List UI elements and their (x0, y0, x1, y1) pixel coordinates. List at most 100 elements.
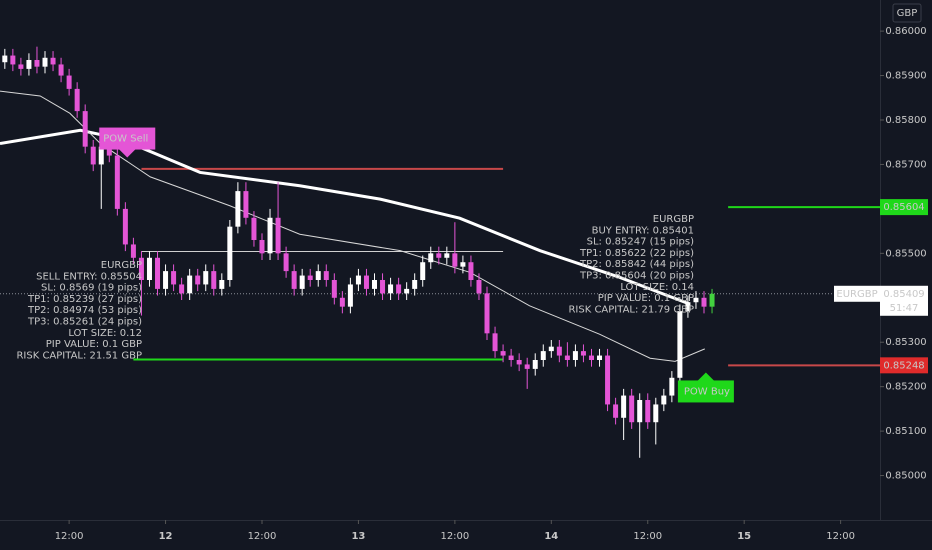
x-tick-label: 14 (544, 531, 558, 542)
candle-body (323, 271, 329, 280)
info-text: TP1: 0.85622 (22 pips) (579, 248, 694, 259)
candle-body (436, 253, 442, 258)
signal-pointer (697, 372, 714, 381)
candle-body (701, 297, 707, 307)
candle-body (331, 280, 337, 298)
candle-body (106, 146, 112, 156)
signal-pointer (119, 149, 136, 158)
candle-body (347, 284, 353, 307)
current-price-tag (880, 285, 928, 316)
candle-body (476, 280, 482, 294)
candle-body (155, 257, 161, 289)
info-text: TP1: 0.85239 (27 pips) (27, 294, 142, 305)
candle-body (661, 395, 667, 405)
candle-body (572, 351, 578, 360)
info-text: RISK CAPITAL: 21.79 GBP (568, 304, 694, 315)
price-tag-label: 0.85248 (883, 360, 924, 371)
signal-down: POW Sell (99, 127, 156, 158)
info-text: PIP VALUE: 0.1 GBP (598, 293, 694, 304)
candle-body (564, 355, 570, 360)
info-text: EURGBP (101, 260, 142, 271)
candle-body (74, 88, 80, 112)
x-tick-label: 12:00 (440, 531, 469, 542)
candle-body (685, 302, 691, 312)
candle-body (130, 244, 136, 258)
candle-body (388, 284, 394, 294)
currency-box[interactable] (892, 3, 922, 23)
candle-body (605, 355, 611, 405)
candle-body (508, 355, 514, 360)
candle-body (412, 280, 418, 289)
candle-body (653, 404, 659, 423)
candle-body (243, 191, 249, 218)
info-text: BUY ENTRY: 0.85401 (592, 225, 694, 236)
candle-body (372, 280, 378, 289)
signal-box (677, 380, 734, 403)
candle-body (163, 271, 169, 289)
currency: GBP (897, 8, 918, 19)
candle-body (355, 275, 361, 285)
candle-body (275, 217, 281, 254)
x-tick-label: 12:00 (248, 531, 277, 542)
candle-body (428, 253, 434, 263)
candle-body (677, 311, 683, 378)
candle-body (307, 275, 313, 280)
candle-body (122, 208, 128, 245)
price-tag (880, 357, 928, 374)
info-text: PIP VALUE: 0.1 GBP (46, 339, 142, 350)
price-tag (880, 199, 928, 216)
y-tick-label: 0.85900 (885, 71, 926, 82)
candle-body (187, 275, 193, 294)
candle-body (235, 191, 241, 227)
y-tick-label: 0.85100 (885, 426, 926, 437)
candle-body (251, 217, 257, 240)
candle-body (621, 395, 627, 418)
candle-body (404, 288, 410, 294)
candle-body (203, 271, 209, 285)
price-tag-label: 0.85604 (883, 202, 924, 213)
candle-body (267, 217, 273, 254)
candle-body (588, 355, 594, 360)
countdown: 51:47 (890, 303, 919, 314)
current-price-label: 0.85409 (883, 289, 924, 300)
candle-body (380, 280, 386, 294)
candle-body (452, 253, 458, 267)
candle-body (114, 155, 120, 209)
candle-body (637, 400, 643, 423)
candle-body (460, 262, 466, 267)
candle-body (540, 351, 546, 360)
candle-body (299, 275, 305, 289)
current-symbol: EURGBP (836, 289, 877, 300)
candle-body (195, 275, 201, 285)
candle-body (291, 271, 297, 289)
candle-body (484, 293, 490, 334)
candle-body (532, 360, 538, 369)
y-tick-label: 0.85800 (885, 115, 926, 126)
candle-body (669, 377, 675, 396)
candle-body (18, 64, 24, 69)
info-text: TP2: 0.84974 (53 pips) (27, 305, 142, 316)
candle-body (580, 351, 586, 356)
y-tick-label: 0.86000 (885, 26, 926, 37)
x-tick-label: 12:00 (55, 531, 84, 542)
x-tick-label: 15 (737, 531, 751, 542)
candle-body (146, 257, 152, 280)
candle-body (42, 57, 48, 67)
info-text: RISK CAPITAL: 21.51 GBP (16, 350, 142, 361)
info-text: LOT SIZE: 0.14 (620, 282, 694, 293)
info-text: EURGBP (653, 214, 694, 225)
candle-body (516, 360, 522, 365)
candle-body (50, 57, 56, 65)
candle-body (420, 262, 426, 280)
info-text: SELL ENTRY: 0.85504 (36, 271, 142, 282)
candle-body (444, 253, 450, 258)
candle-body (259, 240, 265, 254)
candle-body (500, 351, 506, 356)
candle-body (339, 297, 345, 307)
x-tick-label: 12 (159, 531, 173, 542)
info-text: TP2: 0.85842 (44 pips) (579, 259, 694, 270)
y-tick-label: 0.85200 (885, 382, 926, 393)
signal-box (99, 127, 156, 150)
